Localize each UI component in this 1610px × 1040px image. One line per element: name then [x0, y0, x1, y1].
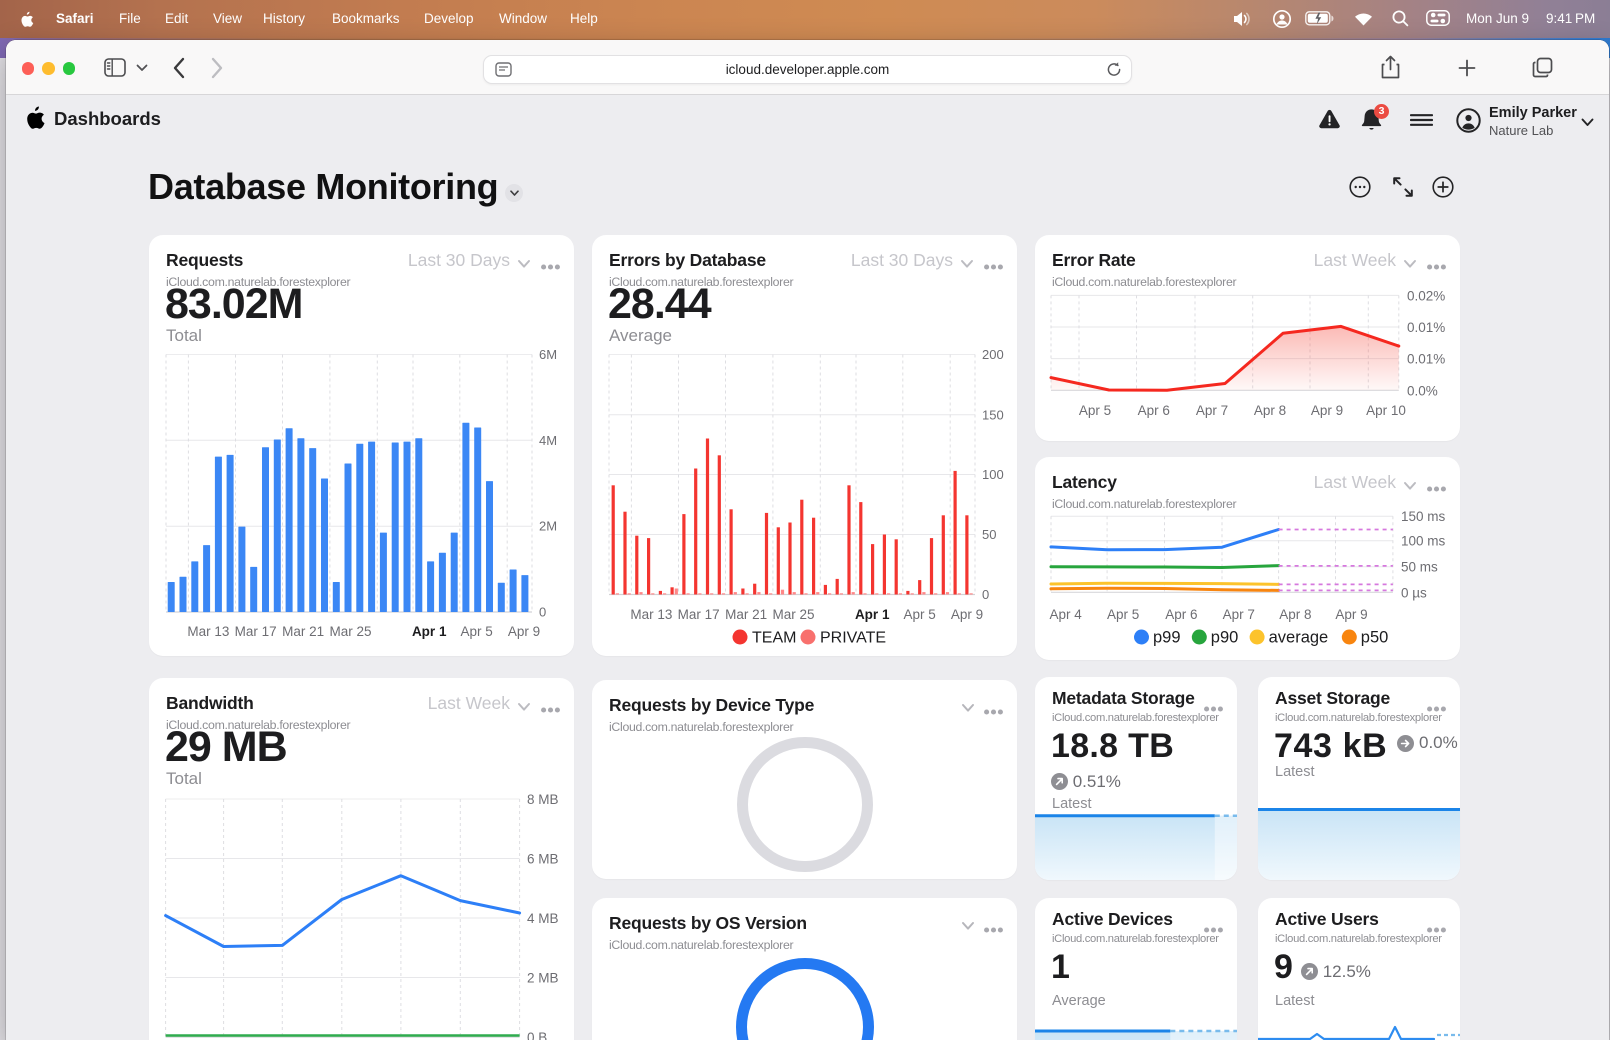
svg-text:Apr 8: Apr 8 [1279, 607, 1311, 622]
svg-text:2M: 2M [539, 519, 557, 534]
svg-text:200: 200 [982, 347, 1004, 362]
svg-text:Apr 5: Apr 5 [903, 607, 935, 622]
svg-text:4 MB: 4 MB [527, 911, 559, 926]
svg-text:Apr 8: Apr 8 [1254, 403, 1286, 418]
svg-text:TEAM: TEAM [752, 630, 796, 647]
svg-text:Apr 10: Apr 10 [1366, 403, 1406, 418]
svg-text:0 µs: 0 µs [1401, 585, 1427, 600]
svg-text:Apr 5: Apr 5 [460, 624, 492, 639]
svg-text:Mar 13: Mar 13 [630, 607, 672, 622]
svg-text:p50: p50 [1361, 629, 1389, 647]
svg-text:Mar 25: Mar 25 [329, 624, 371, 639]
svg-text:average: average [1269, 629, 1329, 647]
svg-text:Mar 21: Mar 21 [725, 607, 767, 622]
svg-text:Apr 1: Apr 1 [855, 607, 890, 622]
svg-text:Apr 5: Apr 5 [1107, 607, 1139, 622]
svg-text:Mar 21: Mar 21 [282, 624, 324, 639]
svg-text:Apr 4: Apr 4 [1050, 607, 1083, 622]
svg-text:100: 100 [982, 467, 1004, 482]
svg-text:Apr 6: Apr 6 [1138, 403, 1170, 418]
svg-text:0: 0 [982, 587, 989, 602]
svg-text:0 B: 0 B [527, 1030, 547, 1040]
svg-text:4M: 4M [539, 433, 557, 448]
svg-text:Apr 5: Apr 5 [1079, 403, 1111, 418]
svg-text:0.0%: 0.0% [1407, 383, 1438, 398]
svg-text:Apr 7: Apr 7 [1196, 403, 1228, 418]
svg-text:0.01%: 0.01% [1407, 320, 1445, 335]
svg-text:0.01%: 0.01% [1407, 352, 1445, 367]
svg-text:150 ms: 150 ms [1401, 509, 1446, 524]
svg-text:Mar 17: Mar 17 [678, 607, 720, 622]
svg-text:Mar 25: Mar 25 [772, 607, 814, 622]
svg-text:150: 150 [982, 407, 1004, 422]
svg-text:50: 50 [982, 527, 996, 542]
svg-text:Apr 9: Apr 9 [1335, 607, 1367, 622]
svg-text:0: 0 [539, 605, 546, 620]
svg-text:Apr 9: Apr 9 [951, 607, 983, 622]
svg-text:PRIVATE: PRIVATE [820, 630, 886, 647]
svg-text:p99: p99 [1153, 629, 1181, 647]
svg-text:Apr 6: Apr 6 [1165, 607, 1197, 622]
svg-text:8 MB: 8 MB [527, 792, 559, 807]
svg-text:Mar 17: Mar 17 [235, 624, 277, 639]
svg-text:Apr 7: Apr 7 [1223, 607, 1255, 622]
svg-text:Apr 1: Apr 1 [412, 624, 447, 639]
svg-text:Apr 9: Apr 9 [508, 624, 540, 639]
svg-text:Mar 13: Mar 13 [187, 624, 229, 639]
svg-text:100 ms: 100 ms [1401, 534, 1446, 549]
svg-text:6 MB: 6 MB [527, 852, 559, 867]
svg-text:p90: p90 [1211, 629, 1239, 647]
svg-text:0.02%: 0.02% [1407, 288, 1445, 303]
svg-text:2 MB: 2 MB [527, 971, 559, 986]
svg-text:50 ms: 50 ms [1401, 560, 1438, 575]
svg-text:6M: 6M [539, 347, 557, 362]
svg-text:Apr 9: Apr 9 [1311, 403, 1343, 418]
